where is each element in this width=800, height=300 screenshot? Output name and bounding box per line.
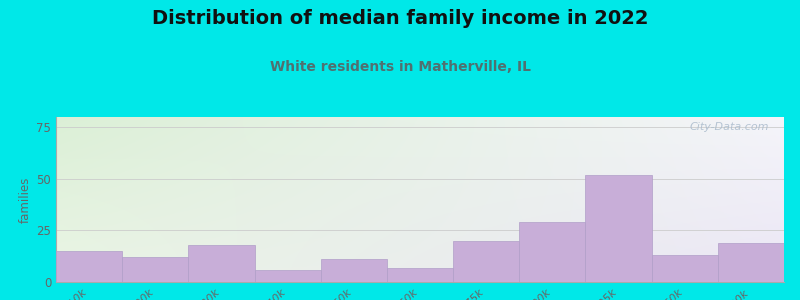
Bar: [321, 259, 387, 282]
Text: City-Data.com: City-Data.com: [690, 122, 770, 132]
Bar: [188, 245, 254, 282]
Y-axis label: families: families: [19, 176, 32, 223]
Bar: [519, 222, 586, 282]
Bar: [56, 251, 122, 282]
Bar: [718, 243, 784, 282]
Bar: [254, 270, 321, 282]
Bar: [122, 257, 188, 282]
Text: White residents in Matherville, IL: White residents in Matherville, IL: [270, 60, 530, 74]
Bar: [586, 175, 652, 282]
Text: Distribution of median family income in 2022: Distribution of median family income in …: [152, 9, 648, 28]
Bar: [652, 255, 718, 282]
Bar: [387, 268, 453, 282]
Bar: [453, 241, 519, 282]
